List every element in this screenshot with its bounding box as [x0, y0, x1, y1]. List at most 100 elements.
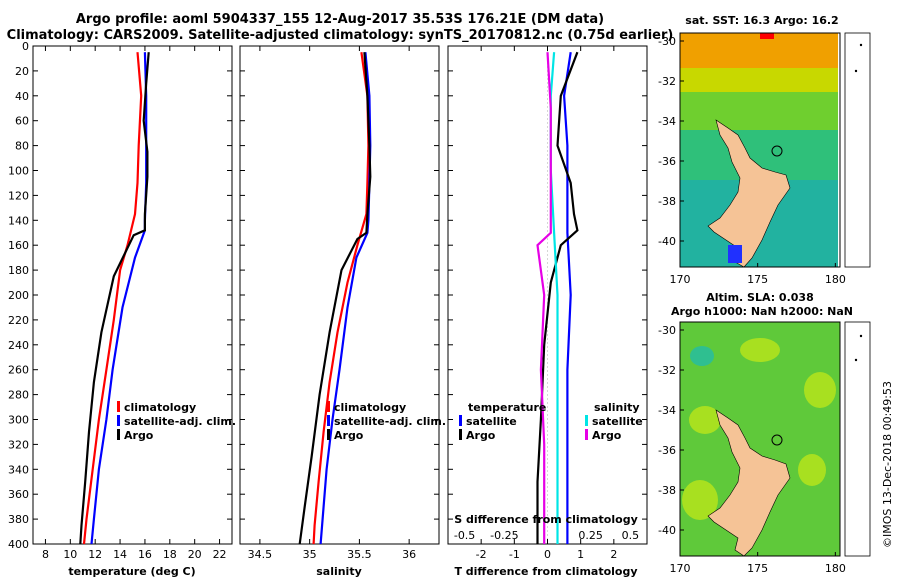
sst-map-frame: [679, 32, 841, 268]
depth-tick-label: 200: [8, 289, 29, 302]
sst-map-field: [680, 33, 840, 267]
series-line-climatology: [82, 52, 143, 545]
series-line-t-argo: [536, 51, 579, 544]
xtick-label: 16: [138, 548, 152, 561]
depth-tick-label: 300: [8, 414, 29, 427]
legend-temperature-title: temperature: [468, 401, 546, 414]
depth-tick-label: 240: [8, 339, 29, 352]
s-xtick-label: -0.25: [490, 529, 518, 542]
legend-argo: Argo: [124, 429, 154, 442]
map-ytick-label: -36: [658, 155, 676, 168]
inset-dot-4: [854, 358, 858, 362]
legend-swatch-argo-s: [327, 429, 330, 440]
inset-dot-3: [859, 334, 863, 338]
legend-swatch-climatology-s: [327, 401, 330, 412]
sst-band-orange: [680, 33, 840, 71]
legend-t-argo: Argo: [466, 429, 496, 442]
sla-map-yticks: -30 -32 -34 -36 -38 -40: [658, 324, 684, 537]
inset-dot-1: [859, 43, 863, 47]
depth-tick-label: 260: [8, 364, 29, 377]
depth-tick-label: 40: [15, 90, 29, 103]
depth-tick-label: 20: [15, 65, 29, 78]
legend-swatch-s-argo: [585, 429, 588, 440]
xtick-label: -2: [476, 548, 487, 561]
series-line-s-argo: [536, 52, 552, 544]
depth-tick-label: 360: [8, 488, 29, 501]
depth-tick-label: 100: [8, 165, 29, 178]
sla-map-title-1: Altim. SLA: 0.038: [706, 291, 813, 304]
difference-panel: -2 -1 0 1 2 -0.5 -0.25 0.25 0.5 S difference fr…: [447, 45, 648, 578]
legend-swatch-satellite: [117, 415, 120, 426]
salinity-panel: 34.5 35 35.5 36 salinity climatology satell…: [239, 45, 446, 578]
legend-swatch-t-argo: [459, 429, 462, 440]
legend-swatch-climatology: [117, 401, 120, 412]
nz-land-bottom: [707, 409, 791, 556]
title-line-2: Climatology: CARS2009. Satellite-adjuste…: [6, 28, 674, 43]
xtick-label: 12: [88, 548, 102, 561]
map-xtick-label: 170: [670, 273, 691, 286]
map-ytick-label: -34: [658, 404, 676, 417]
legend-climatology: climatology: [124, 401, 196, 414]
sst-band-yellow: [680, 68, 840, 94]
sla-map-title-2: Argo h1000: NaN h2000: NaN: [671, 305, 853, 318]
sla-map: Altim. SLA: 0.038 Argo h1000: NaN h2000:…: [658, 291, 871, 575]
map-xtick-label: 175: [747, 273, 768, 286]
s-xtick-label: 0.25: [578, 529, 603, 542]
depth-tick-label: 160: [8, 239, 29, 252]
difference-xticks: -2 -1 0 1 2: [476, 46, 617, 561]
sla-blob-4: [804, 372, 836, 408]
sla-blob-1: [690, 346, 714, 366]
depth-yticks: 0 20 40 60 80 100 120 140 160 180 200 220 240 260 280 3…: [8, 40, 29, 551]
xtick-label: 34.5: [248, 548, 273, 561]
legend-s-satellite: satellite: [592, 415, 643, 428]
sla-map-field: [680, 322, 840, 556]
argo-location-marker-bottom: [771, 434, 783, 446]
figure-title: Argo profile: aoml 5904337_155 12-Aug-20…: [0, 0, 680, 44]
salinity-lines: [240, 45, 439, 545]
salinity-xlabel: salinity: [316, 565, 362, 578]
xtick-label: 2: [610, 548, 617, 561]
xtick-label: 10: [63, 548, 77, 561]
sst-map-yticks: -30 -32 -34 -36 -38 -40: [658, 35, 684, 248]
s-difference-label: S difference from climatology: [454, 513, 638, 526]
imos-watermark: ©IMOS 13-Dec-2018 00:49:53: [881, 381, 894, 548]
map-ytick-label: -30: [658, 35, 676, 48]
sst-blue-patch: [728, 245, 742, 263]
depth-tick-label: 140: [8, 214, 29, 227]
sst-band-green: [680, 92, 840, 132]
s-difference-xticks: -0.5 -0.25 0.25 0.5: [454, 529, 639, 542]
temperature-lines: [33, 45, 232, 545]
xtick-label: 35.5: [347, 548, 372, 561]
sst-map: sat. SST: 16.3 Argo: 16.2 -30-32-34-36-3…: [658, 14, 871, 286]
sla-blob-3: [689, 406, 721, 434]
series-line-argo: [298, 52, 372, 545]
inset-dot-2: [854, 69, 858, 73]
temperature-panel: 8 10 12 14 16 18 20 22 0 20 40 60 80 100 120 140 160 180…: [8, 40, 236, 578]
title-line-1: Argo profile: aoml 5904337_155 12-Aug-20…: [75, 12, 605, 27]
s-xtick-label: -0.5: [454, 529, 475, 542]
salinity-diff-legend: salinity satellite Argo: [585, 401, 643, 442]
legend-argo-s: Argo: [334, 429, 364, 442]
xtick-label: 8: [42, 548, 49, 561]
xtick-label: 14: [113, 548, 127, 561]
map-xtick-label: 170: [670, 562, 691, 575]
legend-swatch-s-satellite: [585, 415, 588, 426]
map-ytick-label: -32: [658, 364, 676, 377]
legend-salinity-title: salinity: [594, 401, 640, 414]
xtick-label: -1: [509, 548, 520, 561]
legend-satellite-adj-clim: satellite-adj. clim.: [124, 415, 236, 428]
xtick-label: 0: [544, 548, 551, 561]
sla-map-frame: [679, 321, 841, 557]
xtick-label: 1: [577, 548, 584, 561]
sla-blob-5: [798, 454, 826, 486]
xtick-label: 22: [213, 548, 227, 561]
map-ytick-label: -30: [658, 324, 676, 337]
depth-tick-label: 280: [8, 389, 29, 402]
legend-t-satellite: satellite: [466, 415, 517, 428]
series-line-argo: [79, 52, 150, 545]
map-ytick-label: -40: [658, 235, 676, 248]
xtick-label: 18: [163, 548, 177, 561]
salinity-xticks: 34.5 35 35.5 36: [248, 46, 416, 561]
legend-swatch-t-satellite: [459, 415, 462, 426]
map-xtick-label: 180: [825, 562, 846, 575]
